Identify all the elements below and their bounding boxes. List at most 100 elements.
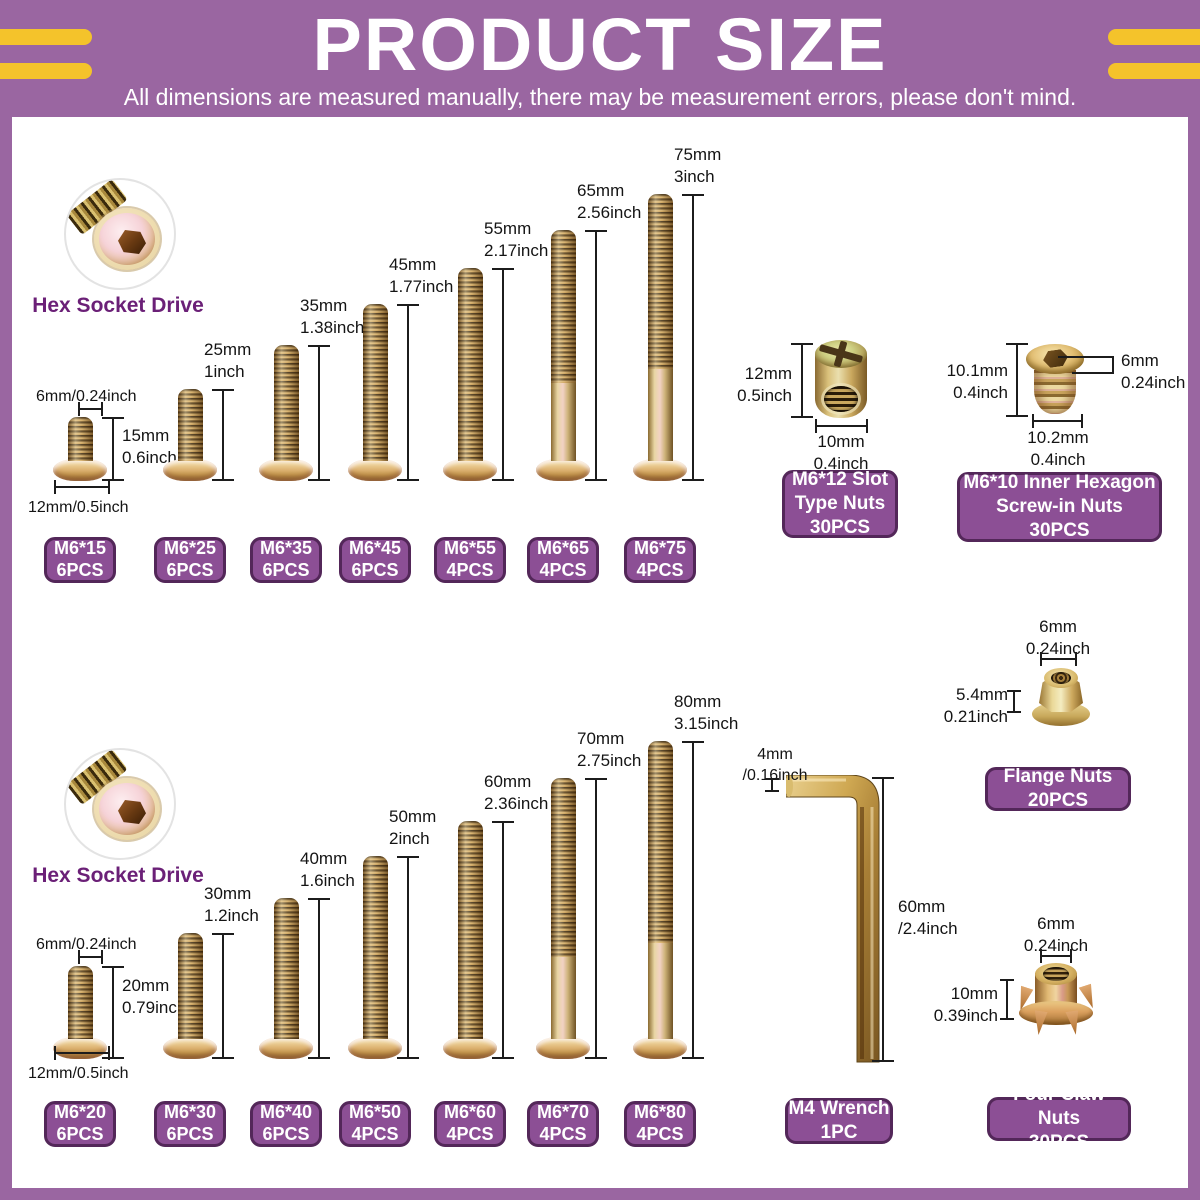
flange-nut-width-label: 6mm 0.24inch bbox=[1025, 617, 1091, 659]
bolt-head bbox=[443, 459, 497, 481]
bolt-m6x55 bbox=[443, 266, 497, 481]
bolt-head bbox=[536, 459, 590, 481]
insert-nut-threads bbox=[1034, 370, 1076, 414]
accent-bar-left-1 bbox=[0, 29, 92, 45]
bolt-thread bbox=[273, 345, 299, 461]
bolt-head bbox=[633, 459, 687, 481]
badge-m6x50: M6*50 4PCS bbox=[339, 1101, 411, 1147]
allen-wrench-photo bbox=[786, 775, 880, 1063]
length-label-m6x35: 35mm 1.38inch bbox=[300, 296, 365, 338]
bolt-head bbox=[348, 459, 402, 481]
length-label-m6x25: 25mm 1inch bbox=[204, 340, 252, 382]
dim-line-m6x45 bbox=[397, 304, 419, 481]
badge-m6x35: M6*35 6PCS bbox=[250, 537, 322, 583]
insert-nut-height-line bbox=[1006, 343, 1028, 417]
insert-nut-width-bracket bbox=[1032, 414, 1083, 428]
length-label-m6x30: 30mm 1.2inch bbox=[204, 884, 259, 926]
bolt-head bbox=[536, 1037, 590, 1059]
bolt-m6x35 bbox=[259, 343, 313, 481]
claw-nut-width-bracket bbox=[1040, 949, 1072, 963]
dim-line-m6x50 bbox=[397, 856, 419, 1059]
insert-nut-width-label: 10.2mm 0.4inch bbox=[1027, 428, 1089, 470]
bolt-m6x20 bbox=[53, 964, 107, 1059]
bolt-thread bbox=[362, 304, 388, 461]
bolt-m6x45 bbox=[348, 302, 402, 481]
length-label-m6x65: 65mm 2.56inch bbox=[577, 181, 642, 223]
dim-line-m6x55 bbox=[492, 268, 514, 481]
bolt-thread bbox=[647, 741, 673, 943]
badge-four-claw-nuts: Four Claw Nuts 30PCS bbox=[987, 1084, 1131, 1153]
bolt-smooth-shank bbox=[647, 369, 673, 461]
bolt-thread bbox=[457, 268, 483, 461]
accent-bar-right-1 bbox=[1108, 29, 1200, 45]
thread-width-bracket-top bbox=[78, 402, 103, 416]
badge-slot-nuts: M6*12 Slot Type Nuts 30PCS bbox=[782, 469, 898, 538]
bolt-m6x25 bbox=[163, 387, 217, 481]
header-banner bbox=[0, 0, 1200, 117]
bolt-thread bbox=[647, 194, 673, 369]
badge-m6x65: M6*65 4PCS bbox=[527, 537, 599, 583]
wrench-thickness-label: 4mm/0.16inch bbox=[742, 746, 808, 785]
bolt-head bbox=[53, 1037, 107, 1059]
bolt-m6x50 bbox=[348, 854, 402, 1059]
claw-nut-threaded-hole bbox=[1043, 967, 1069, 981]
bolt-head bbox=[163, 1037, 217, 1059]
dim-line-m6x80 bbox=[682, 741, 704, 1059]
badge-m4-wrench: M4 Wrench 1PC bbox=[785, 1098, 893, 1144]
hex-socket-drive-photo-bottom bbox=[64, 748, 176, 860]
badge-m6x75: M6*75 4PCS bbox=[624, 537, 696, 583]
hex-socket-icon bbox=[118, 800, 146, 824]
insert-nut-height-label: 10.1mm 0.4inch bbox=[946, 361, 1008, 403]
dim-line-m6x35 bbox=[308, 345, 330, 481]
insert-nut-socket-callout-line bbox=[1058, 356, 1114, 358]
bolt-thread bbox=[550, 230, 576, 383]
dim-line-m6x15 bbox=[102, 417, 124, 481]
head-width-label-bottom: 12mm/0.5inch bbox=[28, 1065, 129, 1082]
page-subtitle: All dimensions are measured manually, th… bbox=[123, 84, 1077, 110]
hex-socket-drive-label-bottom: Hex Socket Drive bbox=[32, 864, 204, 887]
badge-m6x20: M6*20 6PCS bbox=[44, 1101, 116, 1147]
insert-nut-socket-callout-line bbox=[1072, 372, 1114, 374]
wrench-thickness-line bbox=[765, 778, 779, 792]
bolt-head bbox=[259, 459, 313, 481]
claw-nut-height-label: 10mm 0.39inch bbox=[933, 984, 998, 1026]
bolt-smooth-shank bbox=[550, 957, 576, 1039]
bolt-m6x15 bbox=[53, 415, 107, 481]
claw-nut-width-label: 6mm 0.24inch bbox=[1023, 914, 1089, 956]
bolt-head bbox=[443, 1037, 497, 1059]
bolt-head bbox=[53, 459, 107, 481]
dim-line-m6x40 bbox=[308, 898, 330, 1059]
bolt-m6x80 bbox=[633, 739, 687, 1059]
length-label-m6x50: 50mm 2inch bbox=[389, 807, 437, 849]
slot-nut-width-label: 10mm 0.4inch bbox=[813, 432, 869, 474]
frame-right bbox=[1188, 117, 1200, 1200]
badge-m6x55: M6*55 4PCS bbox=[434, 537, 506, 583]
bolt-thread bbox=[273, 898, 299, 1039]
bolt-m6x60 bbox=[443, 819, 497, 1059]
frame-left bbox=[0, 117, 12, 1200]
length-label-m6x40: 40mm 1.6inch bbox=[300, 849, 355, 891]
dim-line-m6x65 bbox=[585, 230, 607, 481]
frame-bottom bbox=[0, 1188, 1200, 1200]
flange-nut-threaded-hole bbox=[1051, 672, 1071, 684]
badge-m6x60: M6*60 4PCS bbox=[434, 1101, 506, 1147]
bolt-m6x30 bbox=[163, 931, 217, 1059]
badge-m6x45: M6*45 6PCS bbox=[339, 537, 411, 583]
bolt-head bbox=[259, 1037, 313, 1059]
hex-socket-icon bbox=[118, 230, 146, 254]
slot-nut-width-bracket bbox=[815, 419, 868, 433]
badge-m6x40: M6*40 6PCS bbox=[250, 1101, 322, 1147]
dim-line-m6x60 bbox=[492, 821, 514, 1059]
length-label-m6x45: 45mm 1.77inch bbox=[389, 255, 454, 297]
bolt-m6x65 bbox=[536, 228, 590, 481]
insert-nut-socket-label: 6mm 0.24inch bbox=[1121, 351, 1186, 393]
accent-bar-left-2 bbox=[0, 63, 92, 79]
length-label-m6x55: 55mm 2.17inch bbox=[484, 219, 549, 261]
length-label-m6x70: 70mm 2.75inch bbox=[577, 729, 642, 771]
bolt-thread bbox=[67, 417, 93, 461]
bolt-m6x40 bbox=[259, 896, 313, 1059]
bolt-thread bbox=[177, 933, 203, 1039]
bolt-thread bbox=[550, 778, 576, 957]
head-width-label-top: 12mm/0.5inch bbox=[28, 499, 129, 516]
badge-m6x70: M6*70 4PCS bbox=[527, 1101, 599, 1147]
